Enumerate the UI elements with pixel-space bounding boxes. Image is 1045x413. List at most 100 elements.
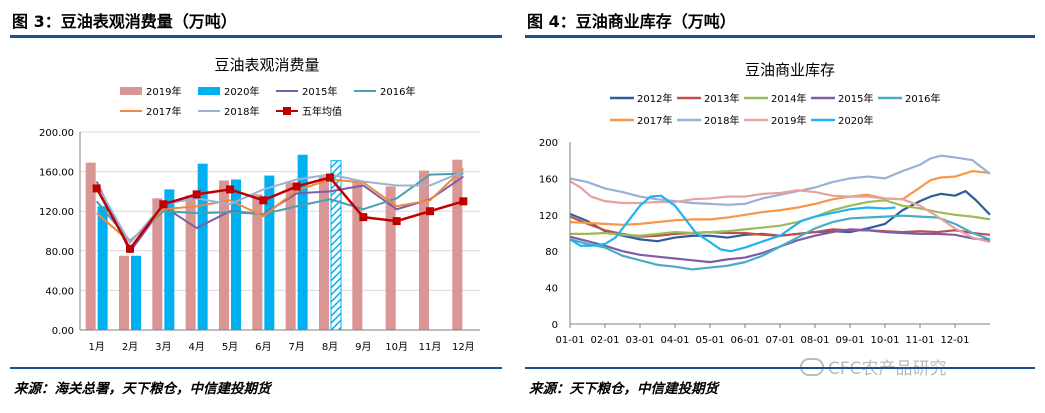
right-y-tick-label: 80 [545, 247, 558, 258]
right-chart-axis: 0 40 80 120 160 200 01-01 02-01 03-01 04-01 05-01 0… [539, 138, 990, 346]
left-bar-2020年-7月 [297, 154, 308, 330]
right-bottom-rule [525, 367, 1035, 369]
left-bottom-rule [10, 367, 502, 369]
right-line-2016年 [569, 214, 991, 271]
left-chart-lines [92, 167, 468, 254]
right-y-tick-label: 40 [545, 284, 558, 295]
right-figure-title: 图 4：豆油商业库存（万吨） [527, 12, 736, 31]
right-x-tick-label: 08-01 [800, 335, 829, 346]
left-line-2018年 [95, 170, 464, 245]
left-bar-2019年-8月 [319, 176, 329, 330]
left-bar-2020年-1月 [97, 206, 108, 330]
left-line-2017年 [96, 167, 465, 244]
left-bar-2020年-5月 [231, 179, 241, 330]
left-bar-2019年-9月 [352, 181, 363, 330]
left-bar-2020年-6月 [264, 175, 275, 330]
right-legend-label: 2016年 [905, 92, 940, 105]
left-legend-label: 2020年 [224, 85, 259, 98]
right-source: 来源：天下粮仓，中信建投期货 [529, 381, 718, 397]
right-legend-label: 2012年 [637, 92, 672, 105]
left-y-tick-label: 80.00 [45, 247, 74, 258]
left-bar-2020年-4月 [197, 163, 208, 330]
left-chart: 豆油表观消费量 2019年 2020年 2015年 2016年 2017年 2018年 五年… [39, 56, 480, 353]
left-bar-2019年-12月 [452, 159, 463, 330]
right-x-tick-label: 02-01 [590, 335, 619, 346]
left-y-tick-label: 160.00 [39, 168, 74, 179]
right-y-tick-label: 0 [552, 320, 558, 331]
right-line-2017年 [569, 170, 991, 226]
right-x-tick-label: 11-01 [905, 335, 934, 346]
right-x-tick-label: 03-01 [625, 335, 654, 346]
left-avg-marker [92, 184, 101, 193]
right-legend-label: 2015年 [838, 92, 873, 105]
left-y-tick-label: 40.00 [45, 286, 74, 297]
right-x-tick-label: 05-01 [695, 335, 724, 346]
left-avg-marker [159, 200, 168, 209]
left-avg-marker [392, 217, 401, 226]
left-x-tick-label: 1月 [88, 341, 104, 353]
right-legend-label: 2013年 [704, 92, 739, 105]
left-x-tick-label: 7月 [288, 341, 304, 353]
left-avg-marker [226, 185, 234, 194]
left-legend-swatch [120, 87, 142, 95]
left-y-tick-label: 0.00 [52, 326, 74, 337]
left-avg-marker [292, 182, 301, 191]
right-x-tick-label: 09-01 [835, 335, 864, 346]
left-chart-axis: 0.00 40.00 80.00 120.00 160.00 200.00 1月 2月 3月 4月… [39, 128, 480, 353]
left-x-tick-label: 12月 [452, 341, 475, 353]
left-avg-marker [359, 213, 368, 222]
left-bar-2019年-4月 [185, 195, 196, 330]
left-chart-legend: 2019年 2020年 2015年 2016年 2017年 2018年 五年均值 [120, 85, 415, 118]
left-line-2016年 [95, 172, 464, 243]
right-title-rule [525, 35, 1035, 38]
left-figure-title: 图 3：豆油表观消费量（万吨） [12, 12, 237, 31]
left-bar-2020年-3月 [164, 189, 175, 330]
left-legend-label: 五年均值 [302, 105, 342, 118]
left-legend-label: 2015年 [302, 85, 337, 98]
left-x-tick-label: 5月 [222, 341, 238, 353]
right-line-2014年 [570, 199, 991, 237]
left-line-2015年 [95, 175, 464, 254]
left-x-tick-label: 9月 [355, 341, 371, 353]
right-chart-title: 豆油商业库存 [745, 61, 835, 79]
left-x-tick-label: 4月 [188, 341, 204, 353]
left-chart-bars [85, 154, 463, 331]
left-legend-label: 2019年 [146, 85, 181, 98]
left-x-tick-label: 10月 [385, 341, 408, 353]
left-avg-marker [459, 197, 468, 206]
right-legend-label: 2020年 [838, 114, 873, 127]
left-x-tick-label: 3月 [155, 341, 171, 353]
left-bar-2020年-2月 [131, 255, 141, 330]
right-line-2020年 [569, 194, 896, 253]
right-legend-label: 2017年 [637, 114, 672, 127]
left-avg-marker [326, 173, 334, 182]
left-bar-2019年-7月 [285, 182, 296, 330]
left-x-tick-label: 8月 [322, 341, 338, 353]
left-y-tick-label: 120.00 [39, 207, 74, 218]
right-legend-label: 2019年 [771, 114, 806, 127]
right-y-tick-label: 200 [539, 138, 558, 149]
right-line-2019年 [569, 180, 991, 244]
left-x-tick-label: 11月 [419, 341, 442, 353]
left-legend-swatch [198, 87, 220, 95]
right-y-tick-label: 160 [539, 174, 558, 185]
right-x-tick-label: 04-01 [660, 335, 689, 346]
watermark-text: CFC农产品研究 [828, 359, 947, 379]
left-chart-title: 豆油表观消费量 [214, 56, 319, 74]
left-bar-2019年-6月 [252, 194, 263, 330]
left-avg-marker [126, 244, 134, 253]
left-legend-label: 2018年 [224, 105, 259, 118]
left-bar-2019年-5月 [219, 180, 229, 330]
right-x-tick-label: 07-01 [765, 335, 794, 346]
right-legend-label: 2014年 [771, 92, 806, 105]
left-bar-2019年-10月 [385, 186, 396, 330]
left-bar-2019年-2月 [119, 255, 129, 330]
left-legend-label: 2016年 [380, 85, 415, 98]
right-x-tick-label: 01-01 [555, 335, 584, 346]
left-title-rule [10, 35, 502, 38]
left-bar-2019年-1月 [85, 162, 96, 330]
right-chart-legend: 2012年 2013年 2014年 2015年 2016年 2017年 2018年 2019年… [610, 92, 940, 127]
right-chart: 豆油商业库存 2012年 2013年 2014年 2015年 2016年 2017年 201… [539, 61, 991, 346]
left-bar-2019年-11月 [419, 170, 429, 330]
left-source: 来源：海关总署，天下粮仓，中信建投期货 [14, 381, 271, 397]
